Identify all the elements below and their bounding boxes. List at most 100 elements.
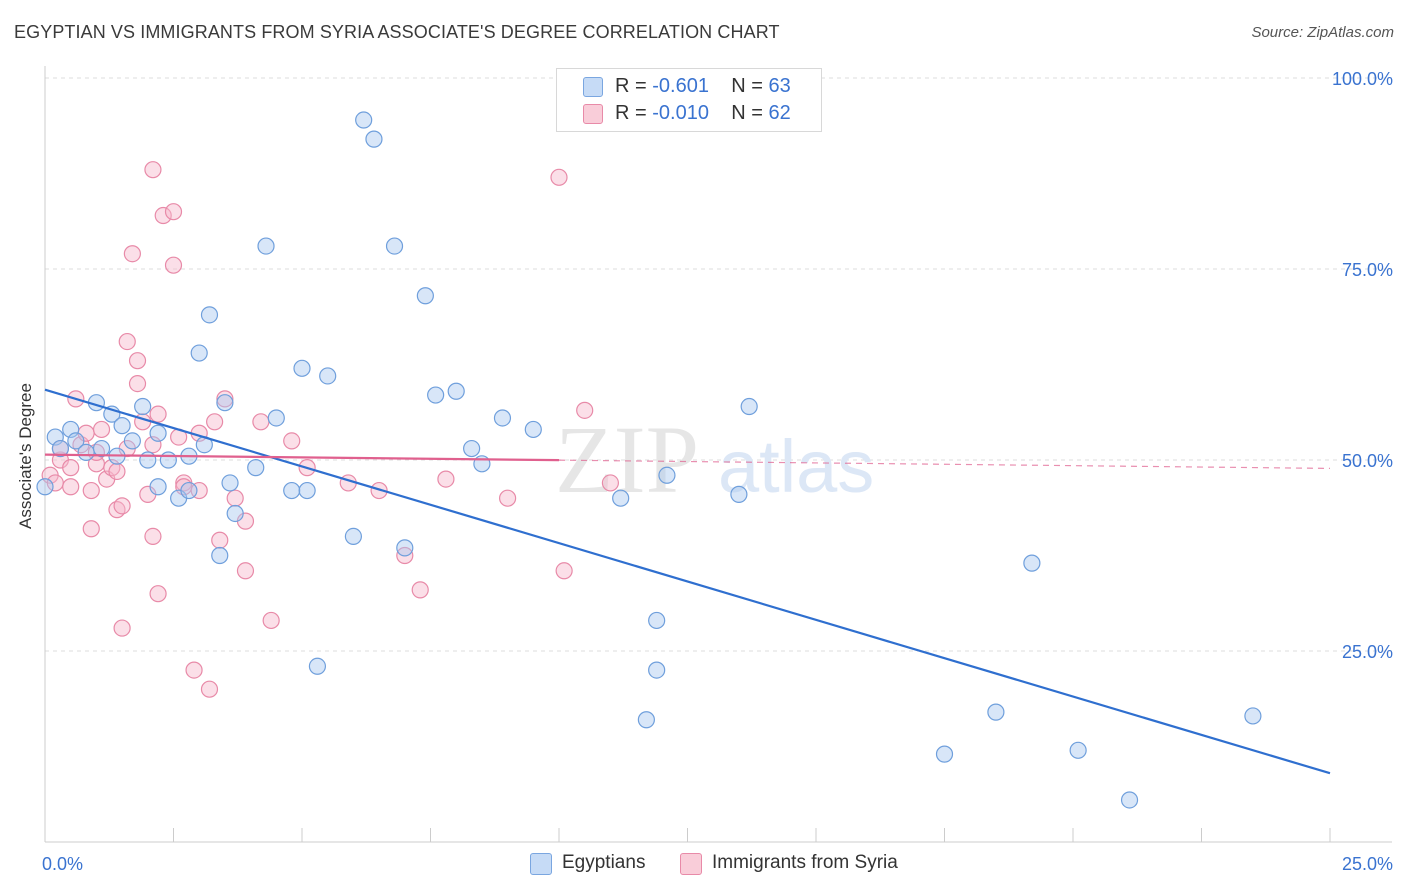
series-egyptians-points [36, 111, 1262, 809]
egyptians-point [1023, 554, 1041, 572]
source-credit: Source: ZipAtlas.com [1251, 24, 1394, 41]
egyptians-point [221, 474, 239, 492]
syria-point [144, 527, 162, 546]
egyptians-point [416, 287, 434, 305]
legend-text-egyptians: R = -0.601 N = 63 [615, 75, 791, 97]
syria-point [123, 245, 141, 263]
legend-egyptians-label: Egyptians [562, 852, 646, 873]
egyptians-point [427, 386, 445, 404]
egyptians-point [113, 417, 131, 435]
egyptians-point [1120, 791, 1139, 809]
egyptians-point [92, 439, 111, 458]
syria-point [437, 470, 455, 488]
syria-point [252, 413, 270, 431]
syria-point [211, 531, 229, 549]
y-tick-label-50: 50.0% [1342, 451, 1393, 471]
egyptians-point [139, 451, 157, 469]
egyptians-point [216, 394, 234, 412]
syria-point [411, 581, 429, 599]
egyptians-point [123, 432, 141, 450]
egyptians-point [149, 478, 167, 496]
syria-point [82, 481, 100, 500]
egyptians-point [365, 130, 383, 148]
egyptians-point [134, 397, 152, 416]
syria-point [62, 478, 80, 496]
trend-line-syria-extension [558, 459, 1331, 470]
syria-point [118, 332, 136, 351]
syria-point [128, 375, 147, 393]
egyptians-point [293, 359, 311, 377]
syria-point [149, 405, 167, 423]
syria-point [550, 168, 568, 186]
syria-point [236, 562, 255, 580]
egyptians-point [1069, 741, 1087, 759]
legend-swatch-pink [583, 104, 603, 124]
egyptians-point [67, 432, 85, 450]
syria-point [113, 497, 131, 515]
egyptians-point [1244, 707, 1262, 725]
egyptians-point [308, 657, 327, 675]
egyptians-point [180, 481, 198, 500]
x-tick-label-start: 0.0% [42, 854, 83, 874]
egyptians-point [344, 527, 362, 546]
syria-point [108, 462, 126, 481]
syria-point [576, 401, 594, 419]
trend-line-syria [44, 453, 560, 462]
egyptians-point [200, 306, 219, 324]
egyptians-point [226, 504, 244, 523]
y-tick-labels: 25.0% 50.0% 75.0% 100.0% [1332, 69, 1393, 662]
egyptians-point [319, 367, 337, 385]
syria-point [262, 611, 280, 630]
egyptians-point [730, 485, 748, 503]
syria-point [164, 256, 183, 274]
trend-line-egyptians [44, 388, 1331, 775]
legend-egyptians-swatch [530, 853, 552, 875]
axes [44, 66, 1392, 843]
x-tick-labels: 0.0% 25.0% [42, 854, 1393, 874]
syria-point [62, 459, 80, 477]
y-axis-label: Associate's Degree [16, 383, 35, 529]
egyptians-point [385, 237, 404, 255]
egyptians-point [267, 409, 285, 427]
syria-point [499, 489, 517, 507]
egyptians-point [648, 611, 666, 630]
syria-point [82, 520, 100, 538]
syria-point [200, 680, 219, 698]
chart-title: EGYPTIAN VS IMMIGRANTS FROM SYRIA ASSOCI… [14, 22, 780, 42]
egyptians-point [298, 481, 316, 500]
trend-lines [44, 388, 1331, 775]
y-tick-label-100: 100.0% [1332, 69, 1393, 89]
egyptians-point [257, 237, 275, 255]
egyptians-point [935, 745, 954, 763]
syria-point [283, 432, 301, 450]
egyptians-point [77, 443, 95, 461]
egyptians-point [648, 661, 666, 679]
syria-point [128, 352, 147, 370]
egyptians-point [149, 424, 167, 442]
syria-point [216, 390, 234, 408]
egyptians-point [612, 489, 630, 507]
series-syria-points [41, 161, 620, 698]
egyptians-point [159, 451, 177, 469]
legend-text-syria: R = -0.010 N = 62 [615, 102, 791, 124]
egyptians-point [447, 382, 465, 400]
watermark-atlas: atlas [718, 425, 874, 508]
y-tick-label-75: 75.0% [1342, 260, 1393, 280]
syria-point [149, 585, 167, 603]
egyptians-point [247, 459, 265, 477]
syria-point [154, 206, 172, 225]
egyptians-point [524, 420, 542, 439]
syria-point [144, 161, 162, 179]
grid-lines [45, 77, 1392, 652]
egyptians-point [396, 539, 414, 557]
syria-point [113, 619, 131, 637]
egyptians-point [493, 409, 512, 427]
syria-point [164, 203, 183, 221]
syria-point [92, 420, 111, 439]
syria-point [601, 474, 620, 492]
egyptians-point [283, 481, 301, 500]
egyptians-point [190, 344, 208, 362]
legend-syria-swatch [680, 853, 702, 875]
egyptians-point [463, 439, 481, 458]
